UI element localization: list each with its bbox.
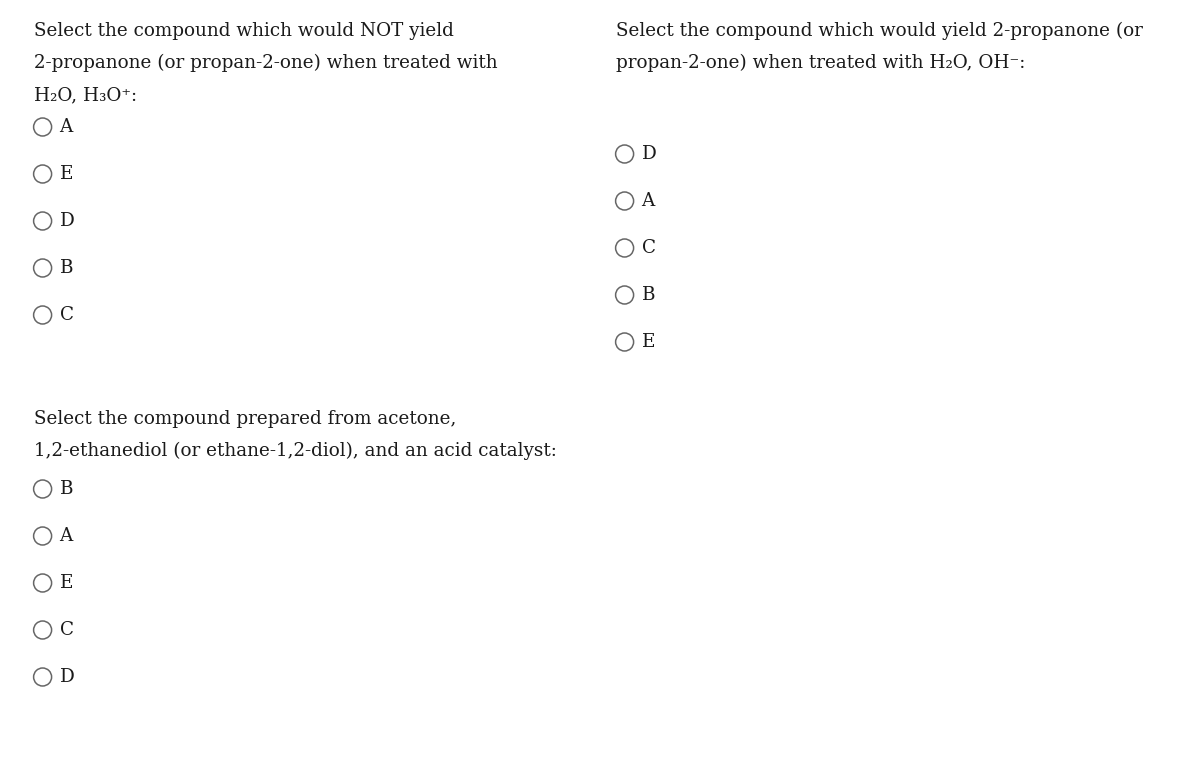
Ellipse shape xyxy=(34,527,52,545)
Text: Select the compound prepared from acetone,: Select the compound prepared from aceton… xyxy=(34,410,456,428)
Text: E: E xyxy=(642,333,655,351)
Ellipse shape xyxy=(616,145,634,163)
Text: 2-propanone (or propan-2-one) when treated with: 2-propanone (or propan-2-one) when treat… xyxy=(34,54,497,72)
Text: C: C xyxy=(60,621,73,639)
Ellipse shape xyxy=(616,286,634,304)
Ellipse shape xyxy=(34,118,52,136)
Ellipse shape xyxy=(34,165,52,183)
Text: A: A xyxy=(60,118,73,136)
Text: A: A xyxy=(60,527,73,545)
Text: E: E xyxy=(60,165,73,183)
Ellipse shape xyxy=(34,259,52,277)
Ellipse shape xyxy=(616,239,634,257)
Text: D: D xyxy=(60,668,74,686)
Text: Select the compound which would NOT yield: Select the compound which would NOT yiel… xyxy=(34,22,454,40)
Ellipse shape xyxy=(34,574,52,592)
Text: B: B xyxy=(642,286,655,304)
Ellipse shape xyxy=(34,621,52,639)
Text: B: B xyxy=(60,259,73,277)
Text: A: A xyxy=(642,192,655,210)
Text: D: D xyxy=(642,145,656,163)
Text: Select the compound which would yield 2-propanone (or: Select the compound which would yield 2-… xyxy=(616,22,1142,40)
Text: B: B xyxy=(60,480,73,498)
Ellipse shape xyxy=(616,333,634,351)
Ellipse shape xyxy=(34,480,52,498)
Text: 1,2-ethanediol (or ethane-1,2-diol), and an acid catalyst:: 1,2-ethanediol (or ethane-1,2-diol), and… xyxy=(34,442,557,460)
Text: C: C xyxy=(60,306,73,324)
Ellipse shape xyxy=(34,668,52,686)
Text: D: D xyxy=(60,212,74,230)
Text: H₂O, H₃O⁺:: H₂O, H₃O⁺: xyxy=(34,86,137,104)
Ellipse shape xyxy=(616,192,634,210)
Text: E: E xyxy=(60,574,73,592)
Ellipse shape xyxy=(34,212,52,230)
Text: C: C xyxy=(642,239,655,257)
Text: propan-2-one) when treated with H₂O, OH⁻:: propan-2-one) when treated with H₂O, OH⁻… xyxy=(616,54,1025,72)
Ellipse shape xyxy=(34,306,52,324)
